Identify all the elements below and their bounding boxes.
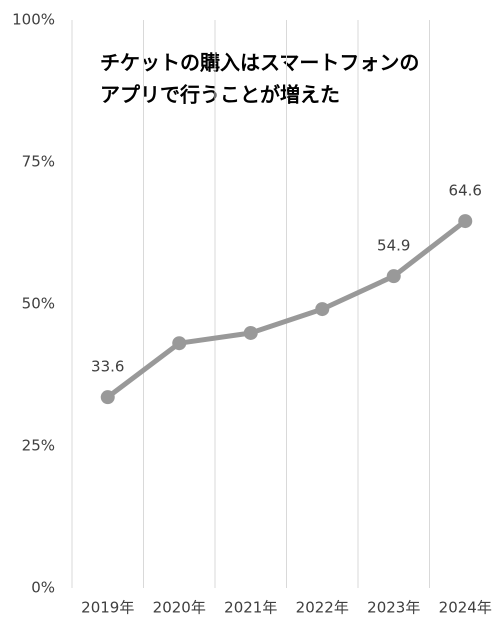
data-label: 64.6 (449, 182, 482, 200)
data-label: 54.9 (377, 237, 410, 255)
marker (172, 336, 187, 351)
y-tick-label: 25% (22, 437, 55, 455)
x-tick-label: 2024年 (439, 599, 492, 617)
chart-title: アプリで行うことが増えた (100, 83, 340, 107)
y-tick-label: 100% (12, 11, 55, 29)
y-tick-label: 50% (22, 295, 55, 313)
y-tick-label: 75% (22, 153, 55, 171)
marker (458, 214, 473, 229)
x-tick-label: 2019年 (81, 599, 134, 617)
y-tick-label: 0% (31, 579, 55, 597)
x-tick-label: 2021年 (224, 599, 277, 617)
marker (243, 325, 258, 340)
line (106, 219, 467, 400)
chart-title: チケットの購入はスマートフォンの (100, 51, 419, 75)
x-tick-label: 2023年 (367, 599, 420, 617)
marker (100, 390, 115, 405)
marker (315, 302, 330, 317)
x-tick-label: 2020年 (153, 599, 206, 617)
data-label: 33.6 (91, 358, 124, 376)
x-tick-label: 2022年 (296, 599, 349, 617)
marker (386, 269, 401, 284)
